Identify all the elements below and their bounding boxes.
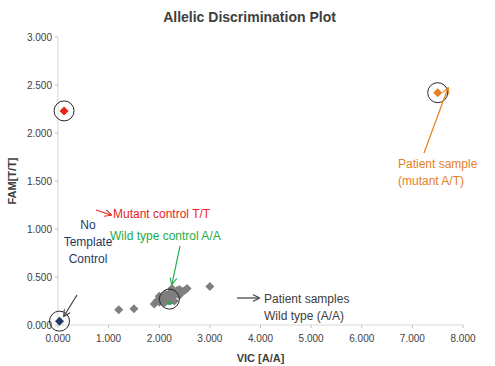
highlight-ring (54, 101, 74, 121)
annotation: No Template Control (64, 218, 113, 266)
y-tick-label: 2.000 (27, 128, 52, 139)
point (183, 284, 192, 293)
series (60, 106, 69, 115)
annotation-line: No (80, 218, 96, 232)
page: {"chart_data": { "type": "scatter", "tit… (0, 0, 495, 366)
x-tick-label: 2.000 (147, 333, 172, 344)
point (55, 317, 64, 326)
y-tick (55, 37, 58, 38)
annotation-line: Patient sample (398, 157, 478, 171)
y-tick (55, 229, 58, 230)
x-tick (311, 325, 312, 328)
y-tick (55, 85, 58, 86)
x-tick-label: 4.000 (248, 333, 273, 344)
x-axis-label: VIC [A/A] (237, 352, 285, 364)
x-tick-label: 0.000 (45, 333, 70, 344)
x-tick (108, 325, 109, 328)
y-tick-label: 0.000 (27, 320, 52, 331)
y-tick (55, 277, 58, 278)
x-tick-label: 6.000 (349, 333, 374, 344)
point (433, 88, 442, 97)
x-tick-label: 1.000 (96, 333, 121, 344)
y-tick-label: 1.500 (27, 176, 52, 187)
annotation-line: Template (64, 235, 113, 249)
annotation-arrow (64, 295, 77, 316)
x-tick (260, 325, 261, 328)
y-tick-label: 3.000 (27, 32, 52, 43)
series (114, 282, 214, 314)
highlight-ring (50, 311, 70, 331)
annotation-arrow (172, 246, 180, 284)
y-tick-label: 0.500 (27, 272, 52, 283)
x-tick (209, 325, 210, 328)
annotation-line: Patient samples (264, 292, 349, 306)
highlight-ring (428, 83, 448, 103)
annotation: Patient sample (mutant A/T) (398, 157, 478, 188)
y-tick (55, 181, 58, 182)
point (114, 305, 123, 314)
annotation: Wild type control A/A (110, 229, 221, 243)
y-tick (55, 325, 58, 326)
x-tick (463, 325, 464, 328)
x-tick-label: 3.000 (197, 333, 222, 344)
highlight-ring (159, 289, 179, 309)
point (167, 284, 176, 293)
chart: Allelic Discrimination Plot VIC [A/A] FAM[… (0, 0, 495, 366)
x-tick-label: 8.000 (450, 333, 475, 344)
annotations: Mutant control T/T Patient sample (mutant … (50, 83, 478, 331)
y-tick-label: 2.500 (27, 80, 52, 91)
annotation-arrow (96, 210, 111, 215)
y-tick-label: 1.000 (27, 224, 52, 235)
point (60, 106, 69, 115)
annotation-line: (mutant A/T) (398, 174, 464, 188)
x-tick (361, 325, 362, 328)
annotation-line: Wild type (A/A) (264, 309, 344, 323)
marks (55, 88, 442, 325)
annotation-line: Control (69, 252, 108, 266)
x-tick (159, 325, 160, 328)
y-tick (55, 133, 58, 134)
point (160, 298, 169, 307)
point (129, 304, 138, 313)
x-tick-label: 7.000 (400, 333, 425, 344)
annotation: Mutant control T/T (113, 207, 211, 221)
annotation-line: Mutant control T/T (113, 207, 211, 221)
annotation: Patient samples Wild type (A/A) (264, 292, 349, 323)
series (55, 317, 64, 326)
y-axis-label: FAM[T/T] (6, 157, 18, 204)
x-tick-label: 5.000 (299, 333, 324, 344)
annotation-line: Wild type control A/A (110, 229, 221, 243)
x-tick (412, 325, 413, 328)
title: Allelic Discrimination Plot (163, 9, 336, 25)
annotation-arrow (424, 88, 448, 153)
annotation-arrow (237, 297, 259, 298)
series (433, 88, 442, 97)
point (205, 282, 214, 291)
